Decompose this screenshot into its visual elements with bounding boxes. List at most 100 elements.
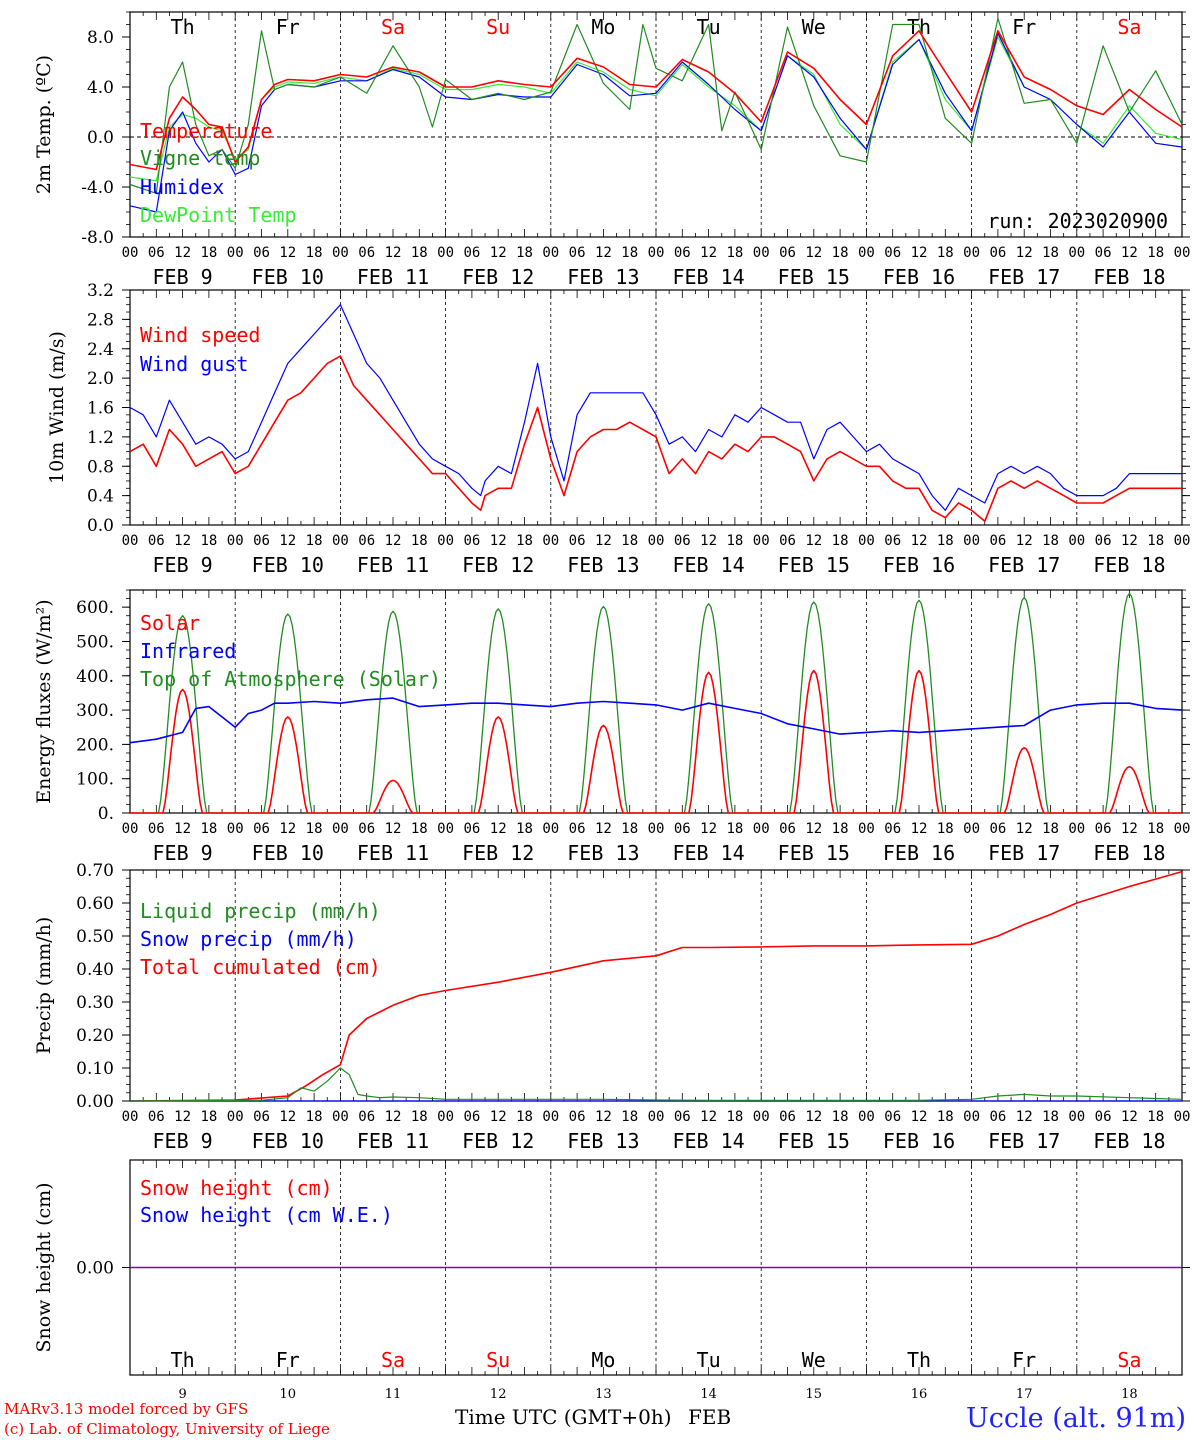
- x-tick-label: 06: [148, 533, 165, 549]
- weekday-label: Sa: [1117, 15, 1141, 39]
- legend-entry: Solar: [140, 611, 200, 635]
- series-vigne-temp-line: [129, 17, 1183, 194]
- date-label: FEB 12: [462, 265, 534, 289]
- x-tick-label: 12: [174, 245, 191, 261]
- y-axis-label: Precip (mm/h): [33, 917, 55, 1055]
- x-tick-label: 12: [490, 821, 507, 837]
- legend-entry: DewPoint Temp: [140, 203, 297, 227]
- x-tick-label: 06: [1095, 1109, 1112, 1125]
- legend-entry: Snow precip (mm/h): [140, 927, 357, 951]
- x-tick-label: 12: [805, 1109, 822, 1125]
- x-tick-label: 18: [200, 821, 217, 837]
- weekday-label: Th: [907, 1348, 931, 1372]
- legend-entry: Vigne temp: [140, 146, 260, 170]
- weekday-label: Th: [907, 15, 931, 39]
- x-tick-label: 06: [779, 533, 796, 549]
- x-tick-label: 18: [200, 245, 217, 261]
- weekday-label: Th: [171, 15, 195, 39]
- x-tick-label: 00: [332, 821, 349, 837]
- weekday-label: Th: [171, 1348, 195, 1372]
- x-tick-label: 00: [542, 533, 559, 549]
- x-tick-label: 18: [516, 245, 533, 261]
- x-tick-label: 18: [621, 245, 638, 261]
- x-tick-label: 12: [174, 821, 191, 837]
- y-tick-label: 1.2: [87, 428, 114, 448]
- x-tick-label: 18: [306, 533, 323, 549]
- x-tick-label: 06: [1095, 533, 1112, 549]
- date-label: FEB 16: [883, 1129, 955, 1153]
- x-tick-label: 06: [674, 245, 691, 261]
- date-label: FEB 18: [1093, 553, 1165, 577]
- date-label: FEB 9: [152, 553, 212, 577]
- x-tick-label: 12: [1121, 821, 1138, 837]
- x-tick-label: 06: [569, 821, 586, 837]
- x-tick-label: 06: [779, 1109, 796, 1125]
- x-tick-label: 06: [358, 533, 375, 549]
- y-tick-label: -8.0: [81, 228, 114, 248]
- panel-energy: 0. 100. 200. 300. 400. 500. 600. Energy fluxes …: [33, 589, 1190, 865]
- x-tick-label: 00: [963, 1109, 980, 1125]
- x-tick-label: 00: [122, 245, 139, 261]
- x-tick-label: 00: [227, 533, 244, 549]
- x-tick-label: 12: [1121, 245, 1138, 261]
- day-number-label: 12: [490, 1387, 507, 1402]
- x-tick-label: 12: [385, 245, 402, 261]
- y-tick-label: 0.4: [87, 487, 114, 507]
- x-tick-label: 00: [437, 821, 454, 837]
- station-label: Uccle (alt. 91m): [966, 1403, 1186, 1434]
- x-tick-label: 00: [1068, 821, 1085, 837]
- x-tick-label: 12: [385, 1109, 402, 1125]
- x-tick-label: 00: [1068, 245, 1085, 261]
- date-label: FEB 11: [357, 1129, 429, 1153]
- x-tick-label: 00: [1068, 533, 1085, 549]
- x-tick-label: 00: [753, 1109, 770, 1125]
- x-tick-label: 18: [516, 533, 533, 549]
- y-axis-label: 10m Wind (m/s): [46, 331, 68, 484]
- date-label: FEB 13: [567, 553, 639, 577]
- y-tick-label: 0.: [98, 804, 114, 824]
- x-tick-label: 12: [174, 1109, 191, 1125]
- x-tick-label: 06: [779, 821, 796, 837]
- legend-entry: Wind speed: [140, 323, 260, 347]
- date-label: FEB 16: [883, 841, 955, 865]
- y-tick-label: 2.4: [87, 340, 114, 360]
- y-tick-label: 0.8: [87, 457, 114, 477]
- x-tick-label: 18: [726, 821, 743, 837]
- x-tick-label: 06: [148, 245, 165, 261]
- legend-entry: Temperature: [140, 119, 272, 143]
- x-tick-label: 00: [858, 821, 875, 837]
- date-label: FEB 10: [252, 1129, 324, 1153]
- day-number-label: 17: [1016, 1387, 1033, 1402]
- weekday-label: Sa: [381, 15, 405, 39]
- y-tick-label: 300.: [76, 701, 114, 721]
- x-tick-label: 12: [911, 245, 928, 261]
- weekday-label: Su: [486, 1348, 510, 1372]
- x-tick-label: 18: [411, 533, 428, 549]
- x-tick-label: 06: [253, 533, 270, 549]
- x-tick-label: 12: [805, 245, 822, 261]
- x-tick-label: 06: [779, 245, 796, 261]
- date-label: FEB 11: [357, 265, 429, 289]
- x-tick-label: 00: [332, 245, 349, 261]
- series-wind-speed-line: [129, 355, 1182, 523]
- x-tick-label: 06: [463, 821, 480, 837]
- x-tick-label: 12: [911, 533, 928, 549]
- y-tick-label: 600.: [76, 598, 114, 618]
- x-tick-label: 12: [279, 1109, 296, 1125]
- x-tick-label: 06: [463, 245, 480, 261]
- legend-entry: Infrared: [140, 639, 236, 663]
- x-tick-label: 06: [358, 245, 375, 261]
- y-axis-label: 2m Temp. (ºC): [33, 55, 55, 194]
- weekday-label: Fr: [1012, 15, 1036, 39]
- x-tick-label: 06: [674, 533, 691, 549]
- x-tick-label: 00: [542, 245, 559, 261]
- legend-entry: Humidex: [140, 175, 224, 199]
- y-tick-label: 0.0: [87, 128, 114, 148]
- series-solar-line: [130, 669, 1182, 814]
- y-tick-label: 3.2: [87, 281, 114, 301]
- x-tick-label: 06: [253, 1109, 270, 1125]
- date-label: FEB 14: [672, 841, 744, 865]
- date-label: FEB 14: [672, 553, 744, 577]
- x-tick-label: 00: [963, 821, 980, 837]
